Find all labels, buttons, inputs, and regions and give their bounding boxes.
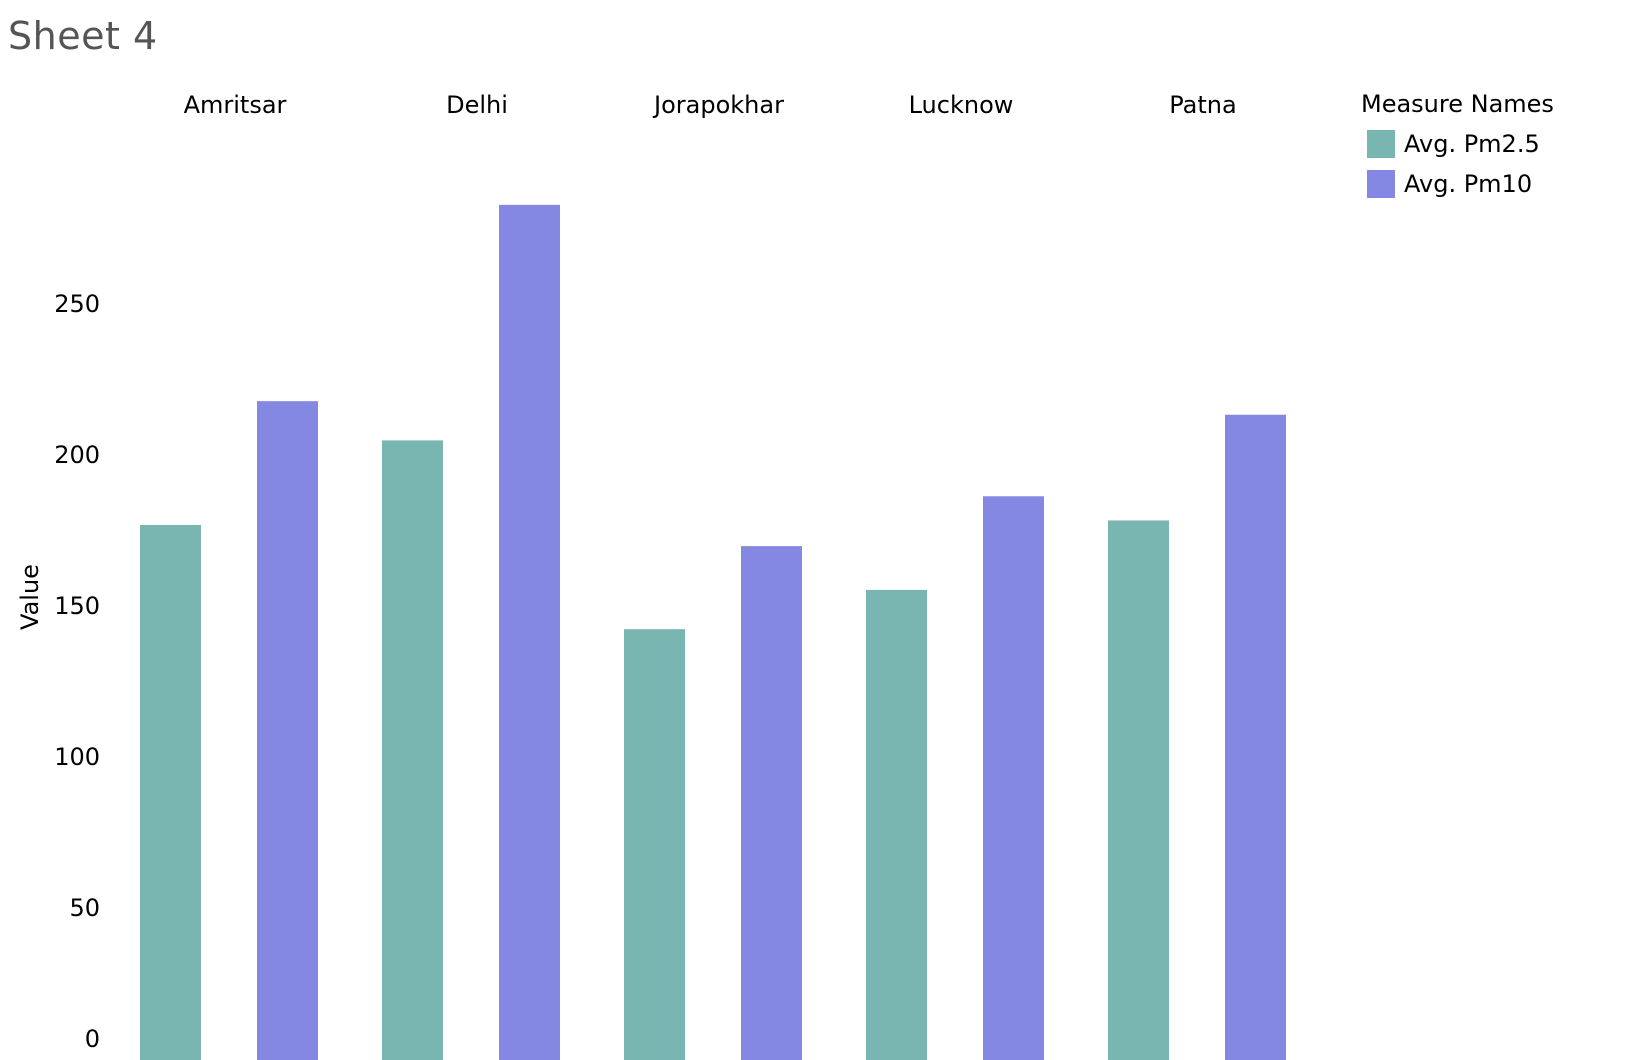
bar-delhi-pm10[interactable]	[499, 204, 560, 1060]
bar-amritsar-pm25[interactable]	[140, 524, 201, 1060]
legend-swatch-pm25	[1367, 130, 1395, 158]
y-tick-label: 0	[85, 1025, 100, 1053]
y-tick-label: 50	[69, 894, 100, 922]
legend-label-pm25: Avg. Pm2.5	[1404, 130, 1540, 158]
legend: Measure Names Avg. Pm2.5 Avg. Pm10	[1361, 90, 1554, 204]
category-headers: Amritsar Delhi Jorapokhar Lucknow Patna	[184, 91, 1237, 119]
legend-item-pm10[interactable]: Avg. Pm10	[1367, 164, 1554, 204]
y-axis-ticks: 0 50 100 150 200 250	[54, 290, 100, 1053]
y-axis-title: Value	[16, 564, 44, 630]
category-header-jorapokhar: Jorapokhar	[652, 91, 784, 119]
y-tick-label: 250	[54, 290, 100, 318]
legend-label-pm10: Avg. Pm10	[1404, 170, 1533, 198]
category-header-amritsar: Amritsar	[184, 91, 287, 119]
bar-amritsar-pm10[interactable]	[257, 401, 318, 1060]
y-tick-label: 150	[54, 592, 100, 620]
sheet-title: Sheet 4	[8, 14, 158, 58]
bars[interactable]	[140, 204, 1286, 1060]
bar-lucknow-pm10[interactable]	[983, 496, 1044, 1060]
y-tick-label: 200	[54, 441, 100, 469]
bar-jorapokhar-pm25[interactable]	[624, 629, 685, 1060]
bar-lucknow-pm25[interactable]	[866, 589, 927, 1060]
bar-patna-pm10[interactable]	[1225, 414, 1286, 1060]
category-header-delhi: Delhi	[446, 91, 508, 119]
legend-item-pm25[interactable]: Avg. Pm2.5	[1367, 124, 1554, 164]
category-header-lucknow: Lucknow	[909, 91, 1014, 119]
y-axis-title-group: Value	[16, 564, 44, 630]
bar-jorapokhar-pm10[interactable]	[741, 546, 802, 1060]
legend-title: Measure Names	[1361, 90, 1554, 118]
y-tick-label: 100	[54, 743, 100, 771]
category-header-patna: Patna	[1169, 91, 1236, 119]
bar-patna-pm25[interactable]	[1108, 520, 1169, 1060]
bar-delhi-pm25[interactable]	[382, 440, 443, 1060]
legend-swatch-pm10	[1367, 170, 1395, 198]
